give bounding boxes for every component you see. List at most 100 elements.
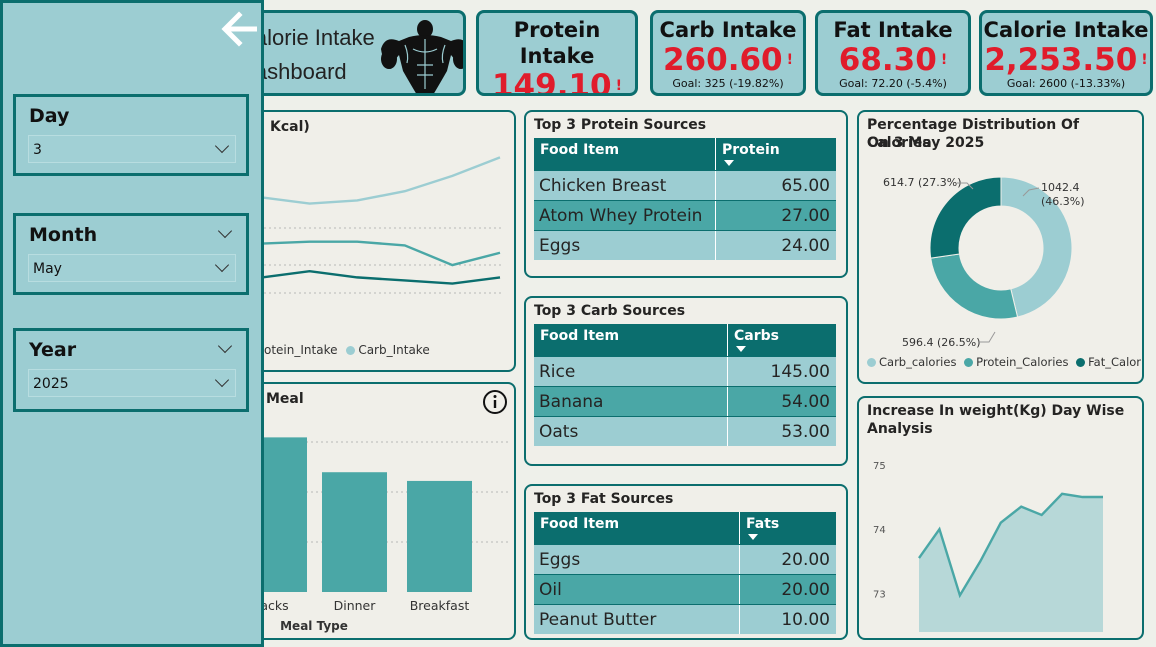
- kpi-title: Calorie Intake: [983, 18, 1149, 42]
- x-axis-label: Meal Type: [280, 619, 348, 633]
- kpi-goal: Goal: 72.20 (-5.4%): [839, 77, 947, 90]
- filter-panel: Day 3 Month May Year 2025: [0, 0, 264, 647]
- kpi-alert-icon: !: [786, 52, 794, 68]
- y-tick-label: 75: [873, 461, 886, 472]
- year-dropdown[interactable]: 2025: [28, 369, 236, 397]
- table-row: Eggs 24.00: [534, 230, 836, 260]
- kpi-value: 2,253.50!: [984, 42, 1148, 78]
- month-slicer[interactable]: Month May: [13, 213, 249, 295]
- tick-label: Breakfast: [410, 598, 470, 613]
- legend-carb-dot: [346, 346, 356, 355]
- y-tick-label: 73: [873, 589, 886, 600]
- data-label-carb-pct: (46.3%): [1041, 195, 1085, 208]
- year-slicer[interactable]: Year 2025: [13, 328, 249, 412]
- kpi-alert-icon: !: [1141, 52, 1148, 68]
- info-icon[interactable]: [482, 389, 508, 415]
- day-value: 3: [33, 142, 42, 158]
- kpi-title: Protein Intake: [513, 18, 601, 68]
- meal-bar: [407, 480, 472, 592]
- data-label-protein: 596.4 (26.5%): [902, 336, 981, 349]
- header-title-card: Calorie Intake Dashboard: [230, 10, 466, 96]
- y-tick-label: 74: [873, 525, 886, 536]
- year-value: 2025: [33, 376, 69, 392]
- kpi-title: Fat Intake: [833, 18, 953, 42]
- kpi-value: 149.10!: [491, 68, 623, 96]
- carb-sources-card: Top 3 Carb Sources Food Item Carbs Rice 1…: [524, 296, 848, 466]
- day-slicer-title: Day: [29, 105, 70, 127]
- month-dropdown[interactable]: May: [28, 254, 236, 282]
- legend-fat-label: Fat_Calories: [1088, 355, 1144, 369]
- calorie-donut-chart[interactable]: 1042.4(46.3%) 614.7 (27.3%) 596.4 (26.5%): [859, 156, 1142, 384]
- series-line: [261, 156, 501, 205]
- food-item-header[interactable]: Food Item: [534, 138, 716, 170]
- weight-title-line2: Analysis: [867, 421, 933, 437]
- kpi-alert-icon: !: [940, 52, 948, 68]
- trend-title: Kcal): [270, 119, 310, 135]
- food-item-header[interactable]: Food Item: [534, 324, 728, 356]
- donut-slice: [1000, 176, 1073, 318]
- kpi-card-fat: Fat Intake 68.30! Goal: 72.20 (-5.4%): [815, 10, 971, 96]
- trend-legend: otein_Intake Carb_Intake: [264, 343, 430, 357]
- chevron-down-icon: [214, 257, 230, 273]
- carb-sources-table: Food Item Carbs Rice 145.00 Banana 54.00 O…: [534, 324, 836, 446]
- legend-carb-dot: [867, 358, 876, 367]
- table-row: Oats 53.00: [534, 416, 836, 446]
- donut-title-line1: Percentage Distribution Of Calories: [867, 117, 1080, 151]
- chevron-down-icon[interactable]: [217, 223, 233, 239]
- protein-sources-card: Top 3 Protein Sources Food Item Protein …: [524, 110, 848, 278]
- leader-line: [1022, 187, 1040, 197]
- kpi-value: 260.60!: [662, 42, 794, 78]
- donut-title-line2: On 3 May 2025: [867, 135, 985, 151]
- legend-protein-label: Protein_Calories: [976, 355, 1069, 369]
- meal-bar: [322, 472, 387, 592]
- table-row: Atom Whey Protein 27.00: [534, 200, 836, 230]
- fats-header[interactable]: Fats: [740, 512, 836, 544]
- protein-sources-title: Top 3 Protein Sources: [534, 117, 707, 133]
- kpi-card-calorie: Calorie Intake 2,253.50! Goal: 2600 (-13…: [979, 10, 1153, 96]
- carb-sources-title: Top 3 Carb Sources: [534, 303, 686, 319]
- legend-carb-label: Carb_Intake: [358, 343, 430, 357]
- tick-label: Dinner: [334, 598, 377, 613]
- table-row: Rice 145.00: [534, 356, 836, 386]
- chevron-down-icon[interactable]: [217, 338, 233, 354]
- day-slicer[interactable]: Day 3: [13, 94, 249, 176]
- bodybuilder-logo-icon: [381, 20, 463, 93]
- fat-sources-card: Top 3 Fat Sources Food Item Fats Eggs 20.…: [524, 484, 848, 640]
- donut-slice: [929, 176, 1002, 259]
- carbs-header[interactable]: Carbs: [728, 324, 836, 356]
- weight-area-chart[interactable]: 75 74 73: [859, 442, 1142, 638]
- food-item-header[interactable]: Food Item: [534, 512, 740, 544]
- intake-trend-chart[interactable]: [202, 132, 514, 352]
- kpi-value: 68.30!: [838, 42, 948, 78]
- kpi-goal: Goal: 325 (-19.82%): [672, 77, 784, 90]
- legend-carb-label: Carb_calories: [879, 355, 957, 369]
- legend-protein-label: otein_Intake: [264, 343, 338, 357]
- weight-area: [919, 493, 1103, 632]
- day-dropdown[interactable]: 3: [28, 135, 236, 163]
- table-row: Eggs 20.00: [534, 544, 836, 574]
- back-arrow-icon[interactable]: [221, 11, 261, 51]
- table-row: Banana 54.00: [534, 386, 836, 416]
- weight-analysis-card[interactable]: Increase In weight(Kg) Day Wise Analysis…: [857, 396, 1144, 640]
- chevron-down-icon: [214, 372, 230, 388]
- table-header: Food Item Carbs: [534, 324, 836, 356]
- protein-header[interactable]: Protein: [716, 138, 836, 170]
- fat-sources-table: Food Item Fats Eggs 20.00 Oil 20.00 Peanut…: [534, 512, 836, 634]
- kpi-card-carb: Carb Intake 260.60! Goal: 325 (-19.82%): [650, 10, 806, 96]
- year-slicer-title: Year: [29, 339, 77, 361]
- fat-sources-title: Top 3 Fat Sources: [534, 491, 674, 507]
- kpi-alert-icon: !: [615, 78, 623, 94]
- chevron-down-icon: [214, 138, 230, 154]
- series-line: [261, 240, 501, 267]
- legend-fat-dot: [1076, 358, 1086, 367]
- kpi-goal: Goal: 2600 (-13.33%): [1006, 77, 1126, 90]
- table-row: Oil 20.00: [534, 574, 836, 604]
- kpi-title: Carb Intake: [659, 18, 797, 42]
- weight-title-line1: Increase In weight(Kg) Day Wise: [867, 403, 1125, 419]
- leader-line: [979, 331, 996, 343]
- table-row: Peanut Butter 10.00: [534, 604, 836, 634]
- leader-line: [957, 182, 974, 190]
- calorie-distribution-card[interactable]: Percentage Distribution Of Calories On 3…: [857, 110, 1144, 384]
- legend-protein-dot: [964, 358, 974, 367]
- table-header: Food Item Protein: [534, 138, 836, 170]
